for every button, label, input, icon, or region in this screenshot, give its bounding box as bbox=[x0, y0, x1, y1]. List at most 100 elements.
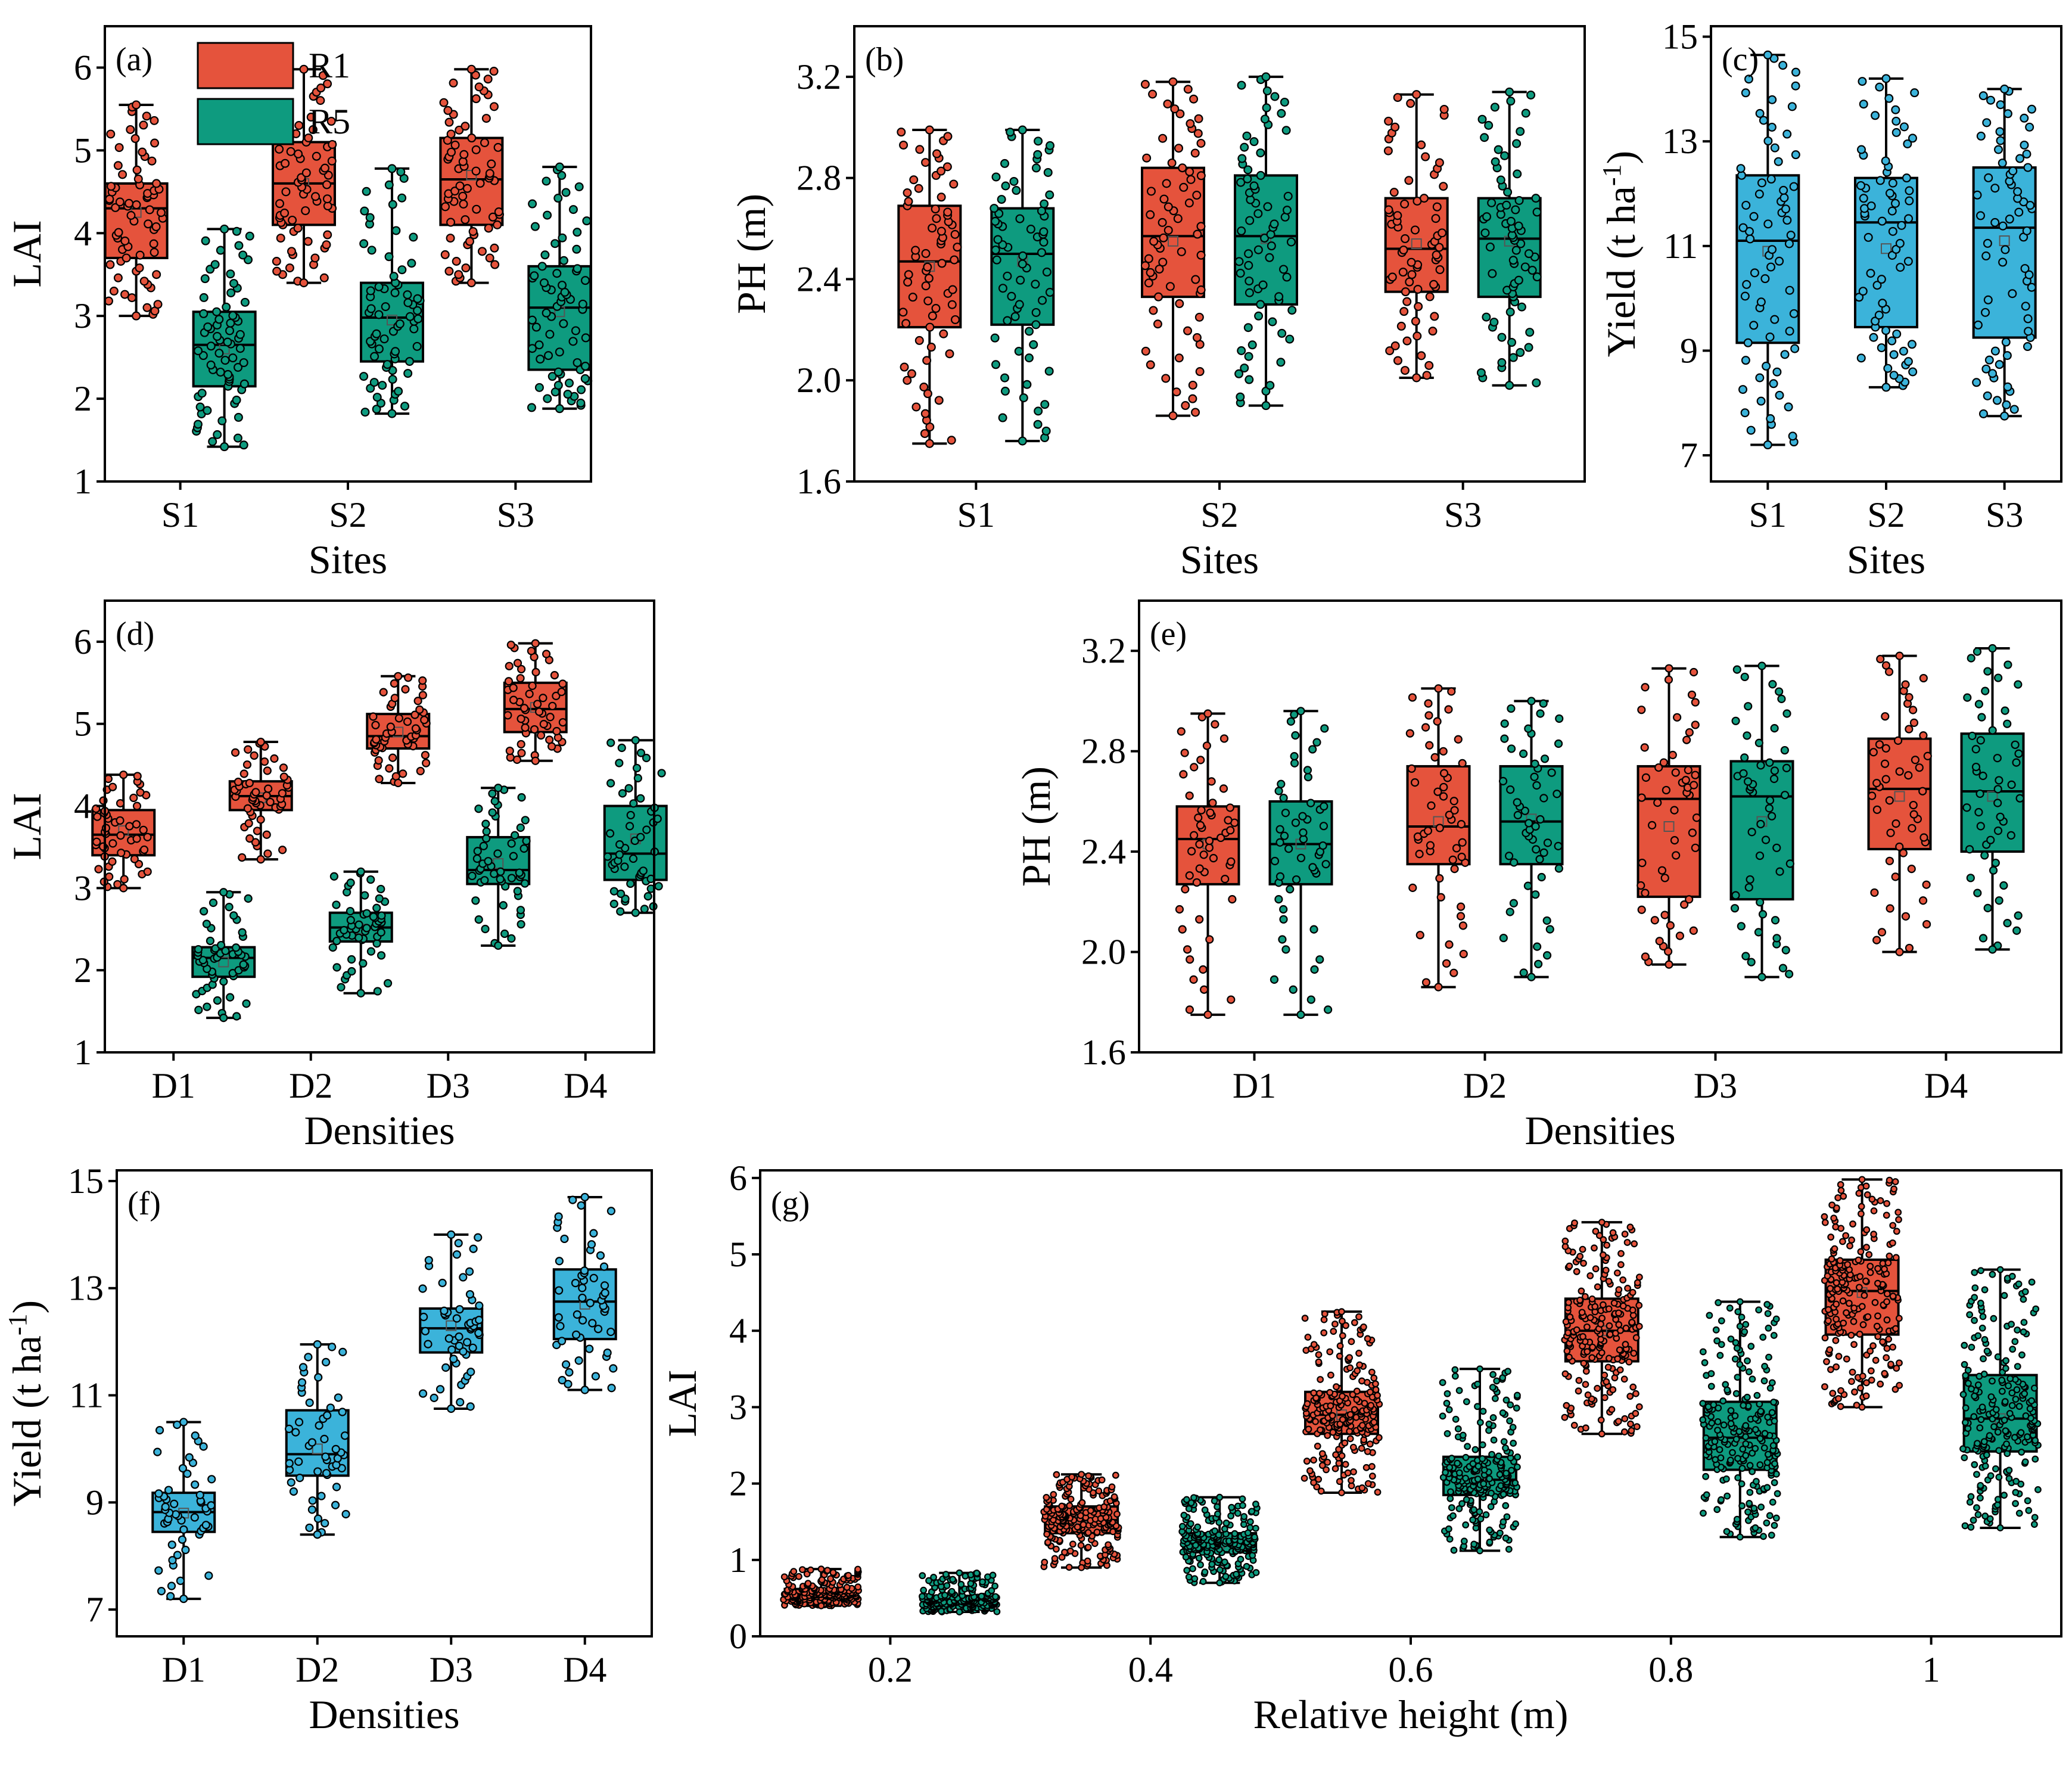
data-point bbox=[1454, 735, 1463, 744]
data-point bbox=[1668, 750, 1677, 760]
data-point bbox=[1190, 763, 1199, 772]
data-point bbox=[1922, 880, 1931, 889]
data-point bbox=[1595, 1232, 1603, 1239]
data-point bbox=[1641, 952, 1650, 961]
data-point bbox=[1747, 828, 1756, 837]
data-point bbox=[513, 887, 522, 896]
data-point bbox=[1883, 1354, 1890, 1362]
data-point bbox=[1772, 367, 1782, 377]
data-point bbox=[537, 262, 547, 271]
data-point bbox=[304, 1353, 313, 1362]
data-point bbox=[1564, 1329, 1572, 1337]
data-point bbox=[481, 819, 490, 828]
data-point bbox=[1205, 843, 1214, 852]
data-point bbox=[1495, 1452, 1502, 1460]
data-point bbox=[251, 838, 260, 847]
data-point bbox=[1193, 129, 1203, 138]
data-point bbox=[626, 879, 635, 888]
data-point bbox=[381, 302, 390, 312]
data-point bbox=[201, 1521, 210, 1530]
data-point bbox=[113, 273, 123, 282]
data-point bbox=[1883, 363, 1893, 373]
data-point bbox=[2003, 109, 2012, 119]
data-point bbox=[911, 402, 921, 412]
data-point bbox=[287, 247, 296, 256]
data-point bbox=[1226, 826, 1235, 835]
data-point bbox=[176, 1576, 185, 1585]
data-point bbox=[1983, 667, 1992, 676]
data-point bbox=[589, 1273, 598, 1282]
data-point bbox=[1279, 905, 1288, 914]
data-point bbox=[1976, 1494, 1984, 1502]
data-point bbox=[573, 358, 582, 368]
data-point bbox=[1279, 793, 1288, 803]
data-point bbox=[1966, 1311, 1974, 1319]
data-point bbox=[534, 340, 544, 350]
data-point bbox=[1689, 926, 1698, 935]
data-point bbox=[1532, 378, 1541, 387]
data-point bbox=[455, 181, 465, 191]
data-point bbox=[1881, 1370, 1889, 1377]
data-point bbox=[1502, 1502, 1510, 1509]
data-point bbox=[1513, 1405, 1520, 1412]
data-point bbox=[1691, 770, 1700, 779]
data-point bbox=[919, 383, 929, 392]
data-point bbox=[1332, 1451, 1339, 1459]
data-point bbox=[1963, 693, 1972, 702]
data-point bbox=[481, 114, 491, 123]
data-point bbox=[1458, 1500, 1466, 1508]
data-point bbox=[235, 344, 245, 353]
data-point bbox=[132, 200, 141, 210]
data-point bbox=[1421, 152, 1430, 161]
data-point bbox=[1402, 297, 1412, 306]
data-point bbox=[599, 1262, 609, 1271]
data-point bbox=[421, 1326, 430, 1335]
data-point bbox=[564, 1379, 573, 1388]
data-point bbox=[1270, 975, 1279, 984]
points bbox=[1855, 74, 1919, 392]
data-point bbox=[114, 143, 124, 153]
data-point bbox=[1879, 1338, 1886, 1346]
data-point bbox=[94, 865, 103, 874]
data-point bbox=[1881, 156, 1890, 166]
data-point bbox=[1891, 128, 1901, 137]
data-point bbox=[1535, 855, 1544, 864]
data-point bbox=[1513, 1463, 1521, 1471]
data-point bbox=[2001, 1398, 2009, 1405]
data-point bbox=[235, 330, 245, 339]
data-point bbox=[1445, 1525, 1452, 1533]
data-point bbox=[494, 207, 503, 217]
data-point bbox=[266, 797, 275, 807]
data-point bbox=[1962, 1404, 1970, 1412]
data-point bbox=[465, 1267, 474, 1276]
data-point bbox=[1738, 1465, 1746, 1472]
data-point bbox=[1680, 900, 1689, 909]
data-point bbox=[1736, 1298, 1744, 1306]
data-point bbox=[1244, 249, 1253, 259]
data-point bbox=[1961, 1341, 1968, 1349]
data-point bbox=[1231, 1530, 1239, 1537]
data-point bbox=[374, 344, 384, 354]
data-point bbox=[1735, 1428, 1743, 1436]
data-point bbox=[920, 1586, 928, 1594]
data-point bbox=[129, 793, 138, 803]
data-point bbox=[1370, 1374, 1378, 1382]
data-point bbox=[1393, 211, 1402, 220]
data-point bbox=[281, 187, 291, 197]
data-point bbox=[1407, 764, 1416, 773]
data-point bbox=[1738, 1313, 1746, 1321]
data-point bbox=[412, 341, 422, 351]
data-point bbox=[2014, 680, 2023, 689]
data-point bbox=[1877, 343, 1886, 353]
data-point bbox=[1740, 1402, 1747, 1409]
data-point bbox=[1161, 374, 1171, 383]
data-point bbox=[1845, 1300, 1853, 1307]
data-point bbox=[164, 1486, 173, 1495]
ytick-label: 3 bbox=[729, 1387, 747, 1427]
data-point bbox=[1635, 1403, 1643, 1410]
data-point bbox=[1739, 769, 1748, 778]
data-point bbox=[1881, 775, 1890, 784]
data-point bbox=[1789, 309, 1799, 318]
data-point bbox=[1744, 74, 1753, 84]
points bbox=[104, 100, 167, 321]
